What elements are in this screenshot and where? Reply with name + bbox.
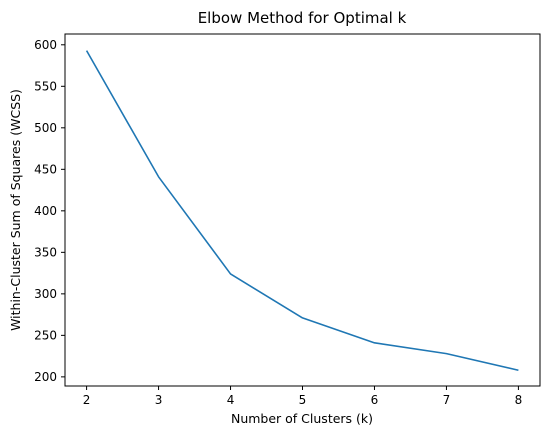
y-tick-label: 350 (34, 245, 57, 259)
y-axis: 200 250 300 350 400 450 500 550 600 (34, 38, 65, 384)
y-tick-label: 200 (34, 370, 57, 384)
y-tick-label: 400 (34, 204, 57, 218)
y-tick-label: 250 (34, 328, 57, 342)
x-axis: 2 3 4 5 6 7 8 (83, 386, 522, 407)
x-tick-label: 8 (515, 393, 523, 407)
x-tick-label: 4 (227, 393, 235, 407)
x-tick-label: 2 (83, 393, 91, 407)
plot-frame (64, 33, 541, 387)
x-tick-label: 7 (443, 393, 451, 407)
y-axis-title: Within-Cluster Sum of Squares (WCSS) (8, 89, 23, 331)
x-tick-label: 6 (371, 393, 379, 407)
x-axis-title: Number of Clusters (k) (231, 411, 373, 426)
y-tick-label: 450 (34, 162, 57, 176)
chart-title: Elbow Method for Optimal k (198, 9, 407, 27)
y-tick-label: 300 (34, 287, 57, 301)
y-tick-label: 600 (34, 38, 57, 52)
y-tick-label: 500 (34, 121, 57, 135)
series-line (85, 50, 519, 372)
x-tick-label: 3 (155, 393, 163, 407)
x-tick-label: 5 (299, 393, 307, 407)
y-tick-label: 550 (34, 79, 57, 93)
plot-area (85, 50, 519, 372)
